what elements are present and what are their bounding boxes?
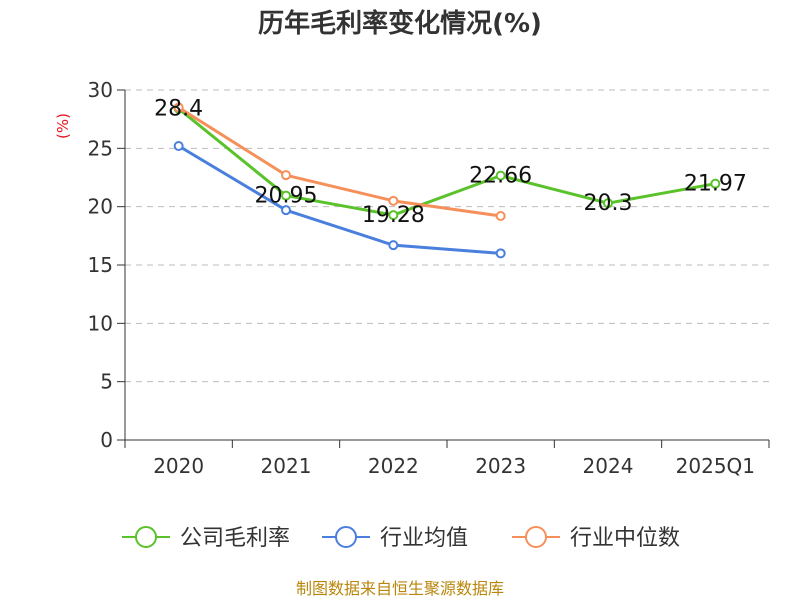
data-point [710, 178, 721, 189]
axes: 0 5 10 15 20 25 30 2020 2021 2022 2023 2024 2025Q1 [88, 78, 770, 478]
x-tick-label: 2022 [368, 454, 419, 478]
data-point [173, 141, 184, 151]
data-label: 20.95 [255, 184, 318, 209]
data-point [281, 170, 291, 181]
series-layer [173, 102, 721, 259]
y-tick-label: 0 [100, 428, 113, 452]
data-label: 20.3 [584, 191, 633, 216]
series-0 [173, 103, 721, 221]
data-point [603, 198, 613, 209]
y-tick-label: 5 [100, 370, 113, 394]
series-1 [173, 141, 506, 259]
data-point [495, 211, 506, 221]
x-tick-label: 2021 [261, 454, 312, 478]
x-tick-label: 2023 [475, 454, 526, 478]
data-point [388, 210, 399, 221]
legend-marker [525, 526, 547, 548]
data-point [281, 190, 291, 201]
y-axis-label: (%) [54, 113, 72, 139]
x-tick-label: 2020 [153, 454, 204, 478]
data-point [173, 102, 184, 113]
data-label: 21.97 [684, 172, 747, 197]
y-tick-label: 20 [88, 195, 113, 219]
legend-item: 行业均值 [322, 526, 468, 551]
data-point [388, 240, 399, 251]
series-line [177, 106, 501, 218]
x-tick-label: 2025Q1 [676, 454, 755, 478]
legend-label: 公司毛利率 [180, 526, 290, 551]
data-point [388, 195, 399, 206]
legend-item: 行业中位数 [512, 526, 680, 551]
legend: 公司毛利率 行业均值 行业中位数 [122, 526, 680, 551]
legend-marker [135, 526, 157, 548]
data-label: 22.66 [469, 164, 532, 189]
x-tick-label: 2024 [583, 454, 634, 478]
y-tick-label: 30 [88, 78, 113, 102]
data-point [495, 170, 506, 181]
y-tick-label: 25 [88, 136, 113, 160]
y-tick-label: 10 [88, 311, 113, 335]
data-point [495, 248, 506, 259]
y-tick-label: 15 [88, 253, 113, 277]
series-line [177, 144, 501, 255]
legend-item: 公司毛利率 [122, 526, 290, 551]
data-labels: 28.4 20.95 19.28 22.66 20.3 21.97 [154, 97, 747, 228]
data-label: 28.4 [154, 97, 203, 122]
legend-marker [335, 526, 357, 548]
chart-title: 历年毛利率变化情况(%) [258, 8, 542, 39]
source-note: 制图数据来自恒生聚源数据库 [296, 579, 504, 598]
legend-label: 行业中位数 [570, 526, 680, 551]
legend-label: 行业均值 [380, 526, 468, 551]
grid-lines [125, 89, 769, 383]
series-2 [173, 102, 506, 221]
data-label: 19.28 [362, 203, 425, 228]
data-point [281, 205, 291, 216]
series-line [177, 107, 716, 217]
